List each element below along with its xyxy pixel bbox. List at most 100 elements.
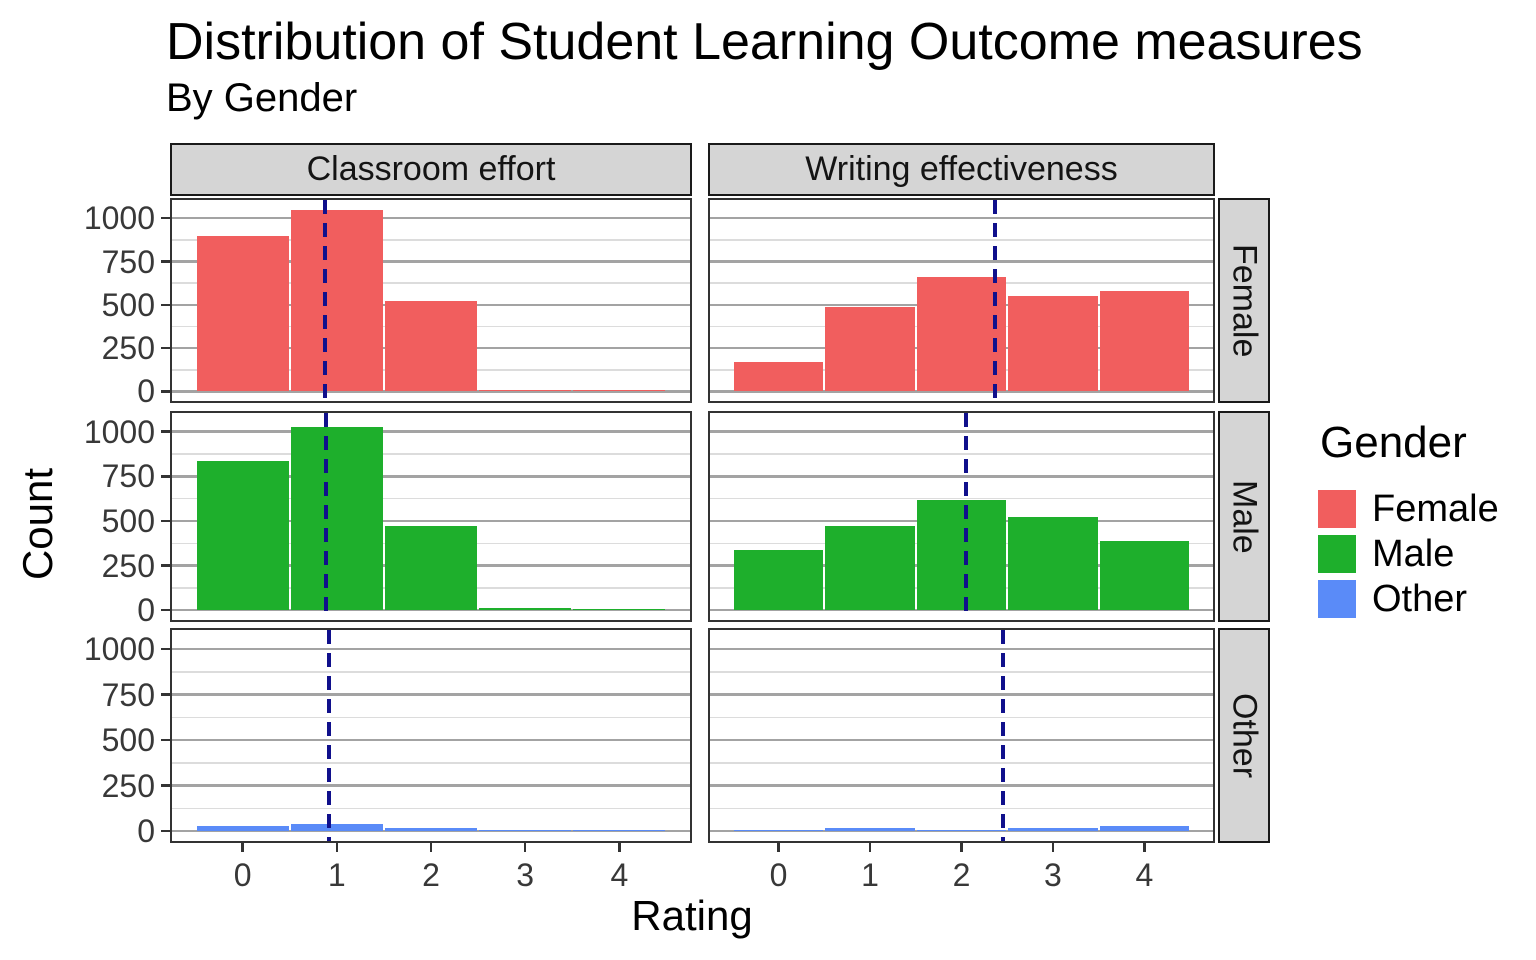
y-tick-label: 750 xyxy=(101,243,155,280)
gridline-major xyxy=(710,647,1213,651)
legend-item: Male xyxy=(1318,535,1499,573)
histogram-bar xyxy=(290,427,383,611)
histogram-bar xyxy=(479,829,572,831)
legend-title: Gender xyxy=(1320,418,1467,467)
legend-label: Male xyxy=(1372,533,1455,575)
gridline-major xyxy=(710,216,1213,220)
histogram-bar xyxy=(290,824,383,831)
gridline-minor xyxy=(172,716,690,719)
histogram-bar xyxy=(479,389,572,392)
gridline-minor xyxy=(172,497,690,500)
legend-item: Other xyxy=(1318,580,1499,618)
legend-swatch xyxy=(1318,535,1356,573)
gridline-major xyxy=(172,608,690,612)
facet-column-strip: Writing effectiveness xyxy=(708,143,1215,196)
gridline-minor xyxy=(710,807,1213,809)
histogram-bar xyxy=(916,500,1007,611)
gridline-minor xyxy=(710,716,1213,719)
gridline-major xyxy=(710,829,1213,833)
y-axis-title: Count xyxy=(14,467,61,581)
x-axis-tick xyxy=(335,843,339,852)
gridline-minor xyxy=(172,807,690,809)
gridline-major xyxy=(710,738,1213,742)
facet-column-strip: Classroom effort xyxy=(170,143,692,196)
legend-label: Other xyxy=(1372,578,1468,620)
y-axis-tick xyxy=(161,564,170,567)
x-axis-tick xyxy=(1143,843,1146,852)
gridline-minor xyxy=(172,671,690,673)
gridline-major xyxy=(710,430,1213,433)
histogram-bar xyxy=(1008,517,1098,611)
y-tick-label: 750 xyxy=(101,676,155,713)
y-axis-tick xyxy=(161,784,170,787)
histogram-bar xyxy=(290,209,383,392)
gridline-minor xyxy=(710,762,1213,764)
gridline-minor xyxy=(710,239,1213,241)
histogram-bar xyxy=(733,549,824,611)
facet-panel xyxy=(170,628,692,843)
histogram-bar xyxy=(384,300,478,392)
gridline-major xyxy=(172,216,690,220)
x-axis-title: Rating xyxy=(631,892,753,939)
histogram-bar xyxy=(196,825,289,831)
x-axis-tick xyxy=(523,843,527,852)
x-axis-tick xyxy=(960,843,963,852)
histogram-bar xyxy=(384,526,478,611)
y-axis-tick xyxy=(161,260,170,263)
histogram-bar xyxy=(825,828,915,831)
x-axis-tick xyxy=(868,843,872,852)
gridline-minor xyxy=(710,671,1213,673)
x-tick-label: 1 xyxy=(327,857,346,893)
y-tick-label: 250 xyxy=(101,767,155,804)
histogram-bar xyxy=(916,829,1007,831)
mean-dashed-line xyxy=(323,413,328,620)
x-axis-tick xyxy=(777,843,780,852)
mean-dashed-line xyxy=(322,200,327,401)
histogram-bar xyxy=(196,235,289,392)
y-axis-tick xyxy=(161,519,170,523)
y-axis-tick xyxy=(161,647,170,651)
facet-row-strip: Other xyxy=(1218,628,1270,843)
gridline-major xyxy=(172,829,690,833)
y-axis-tick xyxy=(161,430,170,433)
facet-row-strip: Female xyxy=(1218,198,1270,403)
y-axis-tick xyxy=(161,390,170,393)
facet-panel xyxy=(708,628,1215,843)
histogram-bar xyxy=(733,829,824,831)
gridline-major xyxy=(172,390,690,393)
legend-label: Female xyxy=(1372,488,1499,530)
gridline-major xyxy=(172,647,690,651)
histogram-bar xyxy=(573,390,666,392)
gridline-major xyxy=(710,784,1213,787)
histogram-bar xyxy=(1099,290,1190,392)
y-axis-tick xyxy=(161,608,170,612)
histogram-bar xyxy=(825,526,915,611)
y-axis-tick xyxy=(161,693,170,696)
histogram-bar xyxy=(1008,296,1098,392)
gridline-minor xyxy=(172,762,690,764)
x-tick-label: 1 xyxy=(861,857,879,893)
legend-item: Female xyxy=(1318,490,1499,528)
gridline-major xyxy=(172,693,690,696)
gridline-major xyxy=(710,260,1213,263)
legend-items: Female Male Other xyxy=(1318,490,1499,618)
histogram-bar xyxy=(1008,828,1098,831)
mean-dashed-line xyxy=(993,200,998,401)
histogram-bar xyxy=(733,362,824,392)
y-axis-tick xyxy=(161,303,170,307)
x-tick-label: 3 xyxy=(516,857,535,893)
facet-row-strip: Male xyxy=(1218,411,1270,622)
y-axis-tick xyxy=(161,216,170,220)
gridline-major xyxy=(710,608,1213,612)
histogram-bar xyxy=(1099,826,1190,831)
gridline-major xyxy=(710,390,1213,393)
y-axis-tick xyxy=(161,829,170,833)
mean-dashed-line xyxy=(964,413,969,620)
x-axis-tick xyxy=(429,843,433,852)
histogram-bar xyxy=(479,608,572,611)
y-axis-tick xyxy=(161,475,170,478)
gridline-minor xyxy=(172,239,690,241)
gridline-major xyxy=(172,784,690,787)
histogram-bar xyxy=(196,461,289,611)
